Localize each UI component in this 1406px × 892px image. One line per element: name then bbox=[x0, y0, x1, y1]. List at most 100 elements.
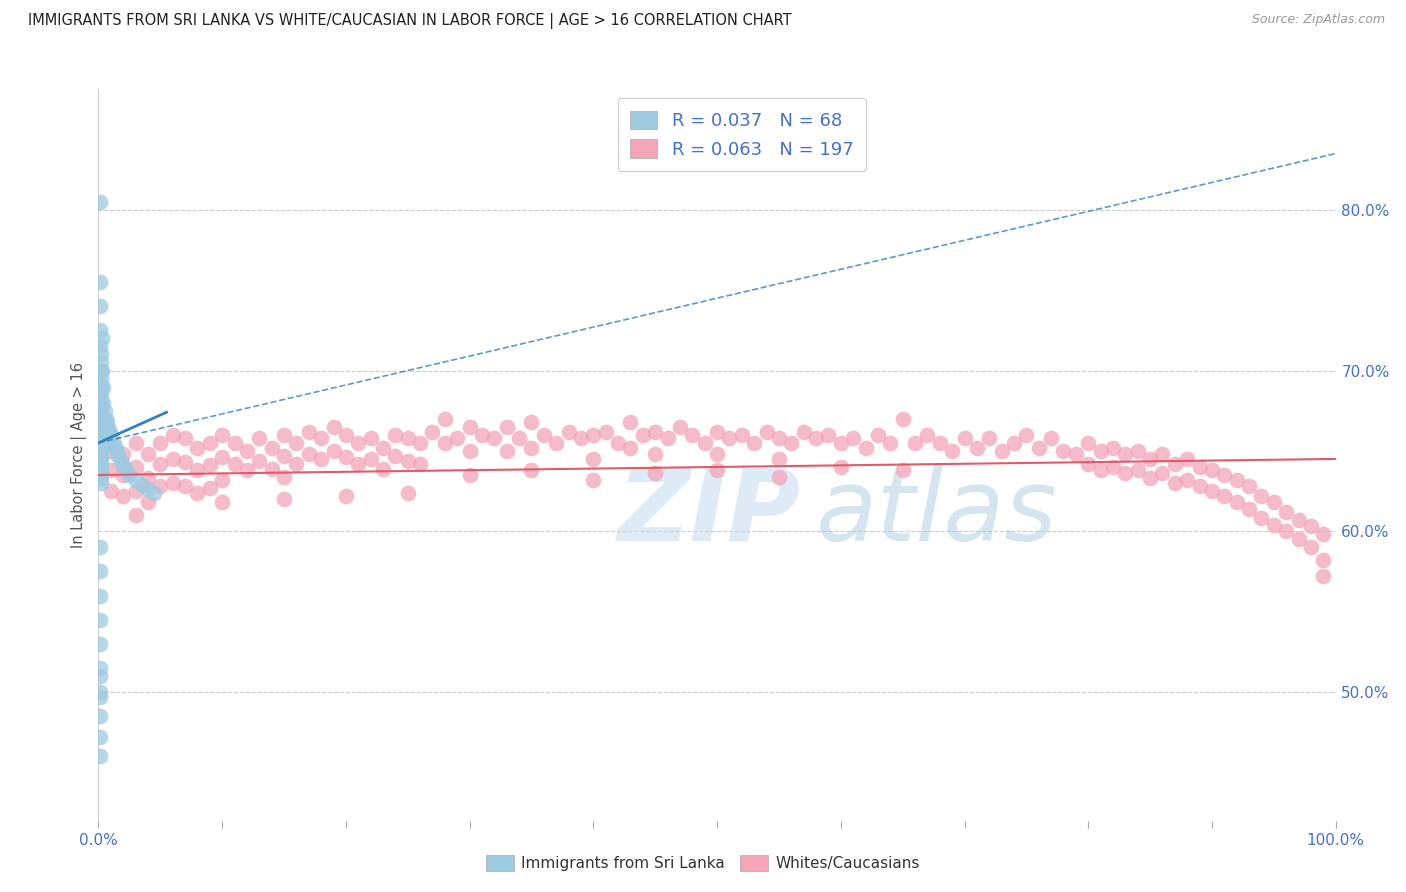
Point bbox=[631, 427, 654, 442]
Point bbox=[335, 450, 357, 465]
Point bbox=[285, 435, 308, 450]
Point bbox=[458, 419, 481, 434]
Point bbox=[91, 331, 114, 345]
Point bbox=[118, 468, 141, 483]
Point bbox=[90, 476, 112, 491]
Point bbox=[1263, 517, 1285, 532]
Point bbox=[89, 339, 111, 353]
Point bbox=[755, 425, 778, 439]
Point bbox=[211, 495, 233, 509]
Point bbox=[582, 427, 605, 442]
Point bbox=[162, 427, 184, 442]
Point bbox=[1275, 505, 1298, 519]
Point bbox=[90, 461, 112, 475]
Point bbox=[91, 363, 114, 377]
Point bbox=[90, 355, 112, 369]
Point bbox=[520, 463, 543, 477]
Point bbox=[520, 441, 543, 455]
Point bbox=[136, 447, 159, 461]
Point bbox=[396, 485, 419, 500]
Point bbox=[347, 457, 370, 471]
Point bbox=[149, 435, 172, 450]
Point bbox=[855, 441, 877, 455]
Point bbox=[114, 463, 136, 477]
Point bbox=[103, 434, 125, 449]
Point bbox=[136, 471, 159, 485]
Point bbox=[89, 589, 111, 603]
Point bbox=[917, 427, 939, 442]
Point bbox=[619, 441, 641, 455]
Point bbox=[1028, 441, 1050, 455]
Point bbox=[768, 452, 790, 467]
Point bbox=[607, 435, 630, 450]
Point bbox=[495, 419, 517, 434]
Point bbox=[93, 395, 115, 409]
Point bbox=[1090, 463, 1112, 477]
Point bbox=[793, 425, 815, 439]
Point bbox=[97, 419, 120, 434]
Point bbox=[90, 433, 112, 447]
Point bbox=[644, 467, 666, 481]
Point bbox=[471, 427, 494, 442]
Point bbox=[89, 685, 111, 699]
Point bbox=[236, 443, 259, 458]
Point bbox=[100, 463, 122, 477]
Point bbox=[1299, 541, 1322, 555]
Point bbox=[89, 669, 111, 683]
Point bbox=[891, 411, 914, 425]
Point bbox=[260, 441, 283, 455]
Point bbox=[97, 431, 120, 445]
Legend: R = 0.037   N = 68, R = 0.063   N = 197: R = 0.037 N = 68, R = 0.063 N = 197 bbox=[617, 98, 866, 171]
Point bbox=[90, 427, 112, 442]
Point bbox=[335, 427, 357, 442]
Point bbox=[495, 443, 517, 458]
Point bbox=[90, 423, 112, 437]
Point bbox=[1077, 435, 1099, 450]
Point bbox=[124, 484, 146, 499]
Point bbox=[830, 435, 852, 450]
Point bbox=[928, 435, 950, 450]
Point bbox=[90, 442, 112, 457]
Point bbox=[89, 709, 111, 723]
Point bbox=[90, 363, 112, 377]
Point bbox=[1175, 452, 1198, 467]
Point bbox=[186, 485, 208, 500]
Point bbox=[1188, 460, 1211, 475]
Point bbox=[124, 508, 146, 523]
Point bbox=[89, 541, 111, 555]
Point bbox=[198, 481, 221, 495]
Point bbox=[360, 452, 382, 467]
Point bbox=[89, 323, 111, 337]
Point bbox=[1002, 435, 1025, 450]
Point bbox=[124, 473, 146, 487]
Text: IMMIGRANTS FROM SRI LANKA VS WHITE/CAUCASIAN IN LABOR FORCE | AGE > 16 CORRELATI: IMMIGRANTS FROM SRI LANKA VS WHITE/CAUCA… bbox=[28, 13, 792, 29]
Point bbox=[90, 379, 112, 393]
Point bbox=[1015, 427, 1038, 442]
Point bbox=[98, 425, 121, 439]
Point bbox=[768, 431, 790, 445]
Point bbox=[644, 447, 666, 461]
Point bbox=[941, 443, 963, 458]
Point bbox=[866, 427, 889, 442]
Point bbox=[90, 411, 112, 425]
Point bbox=[298, 425, 321, 439]
Point bbox=[1090, 443, 1112, 458]
Point bbox=[174, 431, 197, 445]
Point bbox=[285, 457, 308, 471]
Point bbox=[149, 457, 172, 471]
Point bbox=[1201, 463, 1223, 477]
Point bbox=[396, 431, 419, 445]
Point bbox=[1188, 479, 1211, 493]
Point bbox=[409, 457, 432, 471]
Point bbox=[90, 405, 112, 419]
Point bbox=[93, 411, 115, 425]
Point bbox=[89, 730, 111, 744]
Text: atlas: atlas bbox=[815, 465, 1057, 562]
Point bbox=[371, 441, 394, 455]
Point bbox=[89, 637, 111, 651]
Point bbox=[93, 379, 115, 393]
Point bbox=[1213, 489, 1236, 503]
Point bbox=[533, 427, 555, 442]
Point bbox=[484, 431, 506, 445]
Point bbox=[396, 453, 419, 467]
